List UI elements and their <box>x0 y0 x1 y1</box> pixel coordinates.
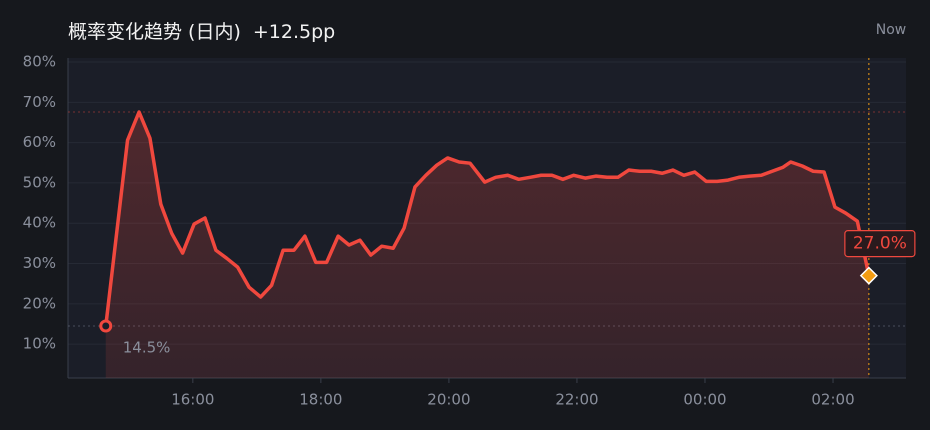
y-tick-label: 20% <box>23 294 56 312</box>
value-label: 27.0% <box>853 234 907 254</box>
x-tick-label: 20:00 <box>427 391 470 409</box>
y-tick-label: 50% <box>23 173 56 191</box>
area <box>105 112 869 378</box>
x-tick-label: 16:00 <box>171 391 214 409</box>
x-tick-label: 02:00 <box>811 391 854 409</box>
y-tick-label: 70% <box>23 93 56 111</box>
start-marker <box>99 319 113 333</box>
y-tick-label: 80% <box>23 53 56 71</box>
value-label-box <box>844 230 916 258</box>
end-marker <box>859 266 878 285</box>
y-tick-label: 30% <box>23 254 56 272</box>
y-tick-label: 10% <box>23 335 56 353</box>
x-tick-label: 22:00 <box>555 391 598 409</box>
x-tick-label: 18:00 <box>299 391 342 409</box>
line <box>104 110 871 327</box>
title: 概率变化趋势 (日内) <box>68 21 241 43</box>
now-label: Now <box>876 22 907 38</box>
value-label: 14.5% <box>123 339 171 357</box>
chart-title: 概率变化趋势 (日内) +12.5pp <box>68 21 335 43</box>
y-tick-label: 40% <box>23 214 56 232</box>
subtitle: +12.5pp <box>253 21 335 43</box>
y-tick-label: 60% <box>23 133 56 151</box>
x-tick-label: 00:00 <box>683 391 726 409</box>
